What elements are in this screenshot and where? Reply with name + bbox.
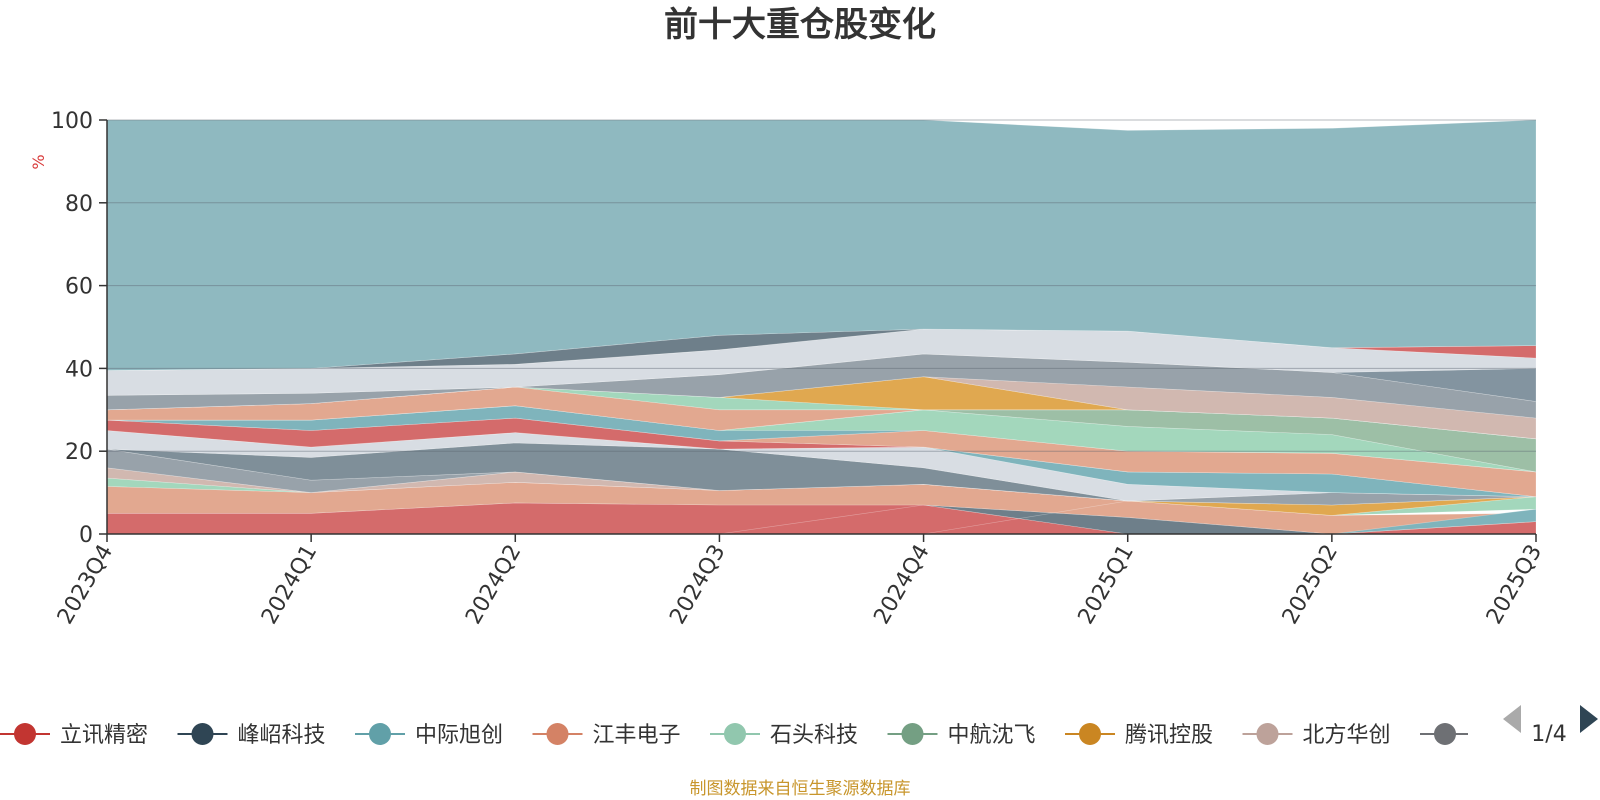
legend-marker-icon: [724, 723, 746, 745]
legend-label: 北方华创: [1303, 723, 1391, 748]
y-tick-label: 60: [65, 275, 93, 300]
legend-marker-icon: [1256, 723, 1279, 745]
legend-item[interactable]: 腾讯控股: [1065, 723, 1213, 748]
area-band-22: [106, 328, 1537, 396]
x-tick-label: 2025Q2: [1278, 541, 1343, 629]
x-tick-label: 2025Q3: [1482, 541, 1547, 629]
area-band-11: [106, 417, 1537, 497]
legend-item[interactable]: 中航沈飞: [887, 723, 1036, 748]
legend-label: 石头科技: [770, 723, 858, 748]
legend-marker-icon: [191, 723, 214, 745]
legend: 立讯精密 峰岹科技 中际旭创 江丰电子 石头科技 中航沈飞 腾讯控股 北方华创 沪: [0, 723, 1502, 748]
legend-item[interactable]: 立讯精密: [0, 723, 148, 748]
legend-label: 江丰电子: [593, 723, 681, 748]
area-band-25: [106, 119, 1537, 371]
legend-prev-page-icon[interactable]: [1503, 705, 1521, 733]
legend-label: 中航沈飞: [948, 723, 1036, 748]
y-tick-label: 100: [51, 109, 93, 134]
axes: [106, 120, 1536, 535]
x-tick-label: 2024Q4: [869, 541, 934, 629]
legend-item[interactable]: 江丰电子: [532, 723, 681, 748]
legend-marker-icon: [1434, 723, 1456, 745]
y-tick-label: 40: [65, 357, 93, 382]
source-footer: 制图数据来自恒生聚源数据库: [690, 779, 911, 799]
area-band-15: [107, 405, 1537, 473]
legend-marker-icon: [1079, 723, 1101, 745]
area-band-4: [106, 477, 1537, 516]
y-tick-label: 20: [65, 440, 93, 465]
y-tick-label: 0: [79, 523, 93, 548]
legend-marker-icon: [369, 723, 391, 745]
legend-marker-icon: [14, 723, 36, 745]
area-band-16: [106, 386, 1537, 440]
stacked-area-bands: [106, 119, 1537, 535]
legend-marker-icon: [546, 723, 569, 745]
area-band-12: [106, 417, 1537, 498]
x-tick-label: 2024Q3: [665, 541, 730, 629]
legend-item[interactable]: 石头科技: [710, 723, 858, 748]
legend-label: 峰岹科技: [238, 723, 326, 748]
legend-item[interactable]: 峰岹科技: [177, 723, 326, 748]
legend-item[interactable]: 中际旭创: [355, 723, 503, 748]
x-tick-label: 2025Q1: [1074, 541, 1139, 629]
y-axis-unit-label: %: [29, 154, 48, 169]
x-tick-label: 2023Q4: [53, 541, 118, 629]
chart-title: 前十大重仓股变化: [664, 5, 936, 45]
legend-page-indicator: 1/4: [1531, 722, 1566, 747]
legend-label: 沪: [1480, 723, 1502, 748]
legend-label: 中际旭创: [415, 723, 503, 748]
area-band-7: [106, 448, 1537, 506]
y-tick-label: 80: [65, 192, 93, 217]
legend-item[interactable]: 北方华创: [1242, 723, 1391, 748]
x-tick-label: 2024Q1: [257, 541, 322, 629]
area-band-19: [106, 376, 1537, 440]
legend-item[interactable]: 沪: [1420, 723, 1502, 748]
legend-label: 腾讯控股: [1125, 723, 1213, 748]
grid-lines: [107, 119, 1536, 452]
legend-marker-icon: [901, 723, 924, 745]
y-axis-ticks: 0 20 40 60 80 100: [51, 109, 107, 548]
legend-pager: 1/4: [1503, 705, 1598, 747]
legend-label: 立讯精密: [60, 723, 148, 748]
x-tick-label: 2024Q2: [461, 541, 526, 629]
x-axis-ticks: 2023Q4 2024Q1 2024Q2 2024Q3 2024Q4 2025Q1 2025…: [53, 534, 1547, 629]
legend-next-page-icon[interactable]: [1580, 705, 1598, 733]
